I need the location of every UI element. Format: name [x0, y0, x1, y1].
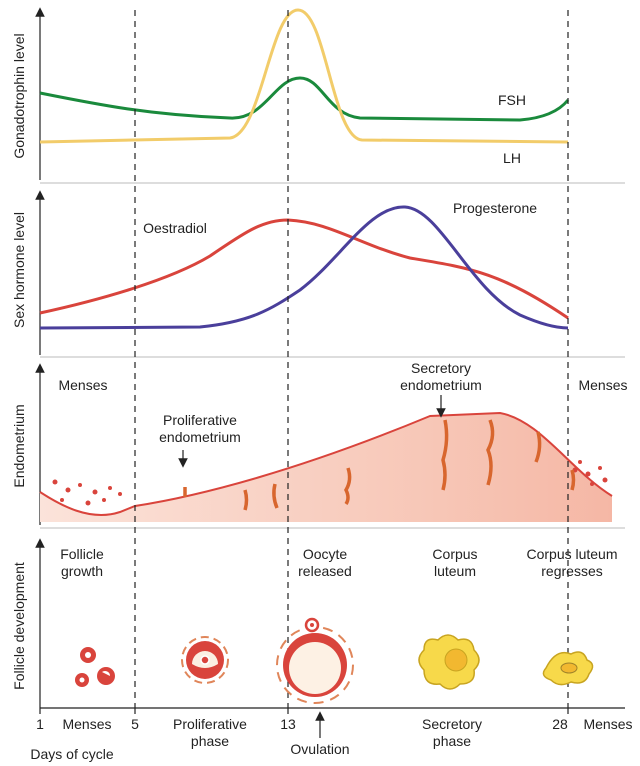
y-label: Gonadotrophin level: [11, 33, 27, 158]
curve-label: Progesterone: [453, 200, 537, 217]
curve-label: Oestradiol: [143, 220, 207, 237]
fsh-curve: [40, 78, 568, 120]
stage-label: Menses: [578, 377, 627, 394]
y-label: Endometrium: [11, 404, 27, 487]
stage-label: Follicle growth: [47, 546, 117, 580]
stage-label: Menses: [58, 377, 107, 394]
day-label: 1: [36, 716, 44, 733]
phase-label: Proliferative phase: [165, 716, 255, 750]
phase-label: Ovulation: [290, 741, 349, 758]
oestradiol-curve: [40, 220, 568, 318]
curve-label: LH: [503, 150, 521, 167]
stage-label: Corpus luteum regresses: [512, 546, 632, 580]
day-label: 13: [280, 716, 296, 733]
lh-curve: [40, 10, 568, 142]
stage-label: Proliferative endometrium: [145, 412, 255, 446]
phase-label: Menses: [62, 716, 111, 733]
x-axis-title: Days of cycle: [30, 746, 113, 763]
y-label: Follicle development: [11, 562, 27, 690]
day-label: 28: [552, 716, 568, 733]
endometrium: [40, 413, 612, 522]
stage-label: Oocyte released: [290, 546, 360, 580]
diagram: Gonadotrophin level Sex hormone level En…: [0, 0, 640, 766]
curve-label: FSH: [498, 92, 526, 109]
day-label: 5: [131, 716, 139, 733]
follicles: [75, 619, 593, 703]
stage-label: Secretory endometrium: [391, 360, 491, 394]
y-label: Sex hormone level: [11, 212, 27, 328]
stage-label: Corpus luteum: [420, 546, 490, 580]
phase-label: Menses: [583, 716, 632, 733]
phase-label: Secretory phase: [412, 716, 492, 750]
progesterone-curve: [40, 207, 568, 328]
